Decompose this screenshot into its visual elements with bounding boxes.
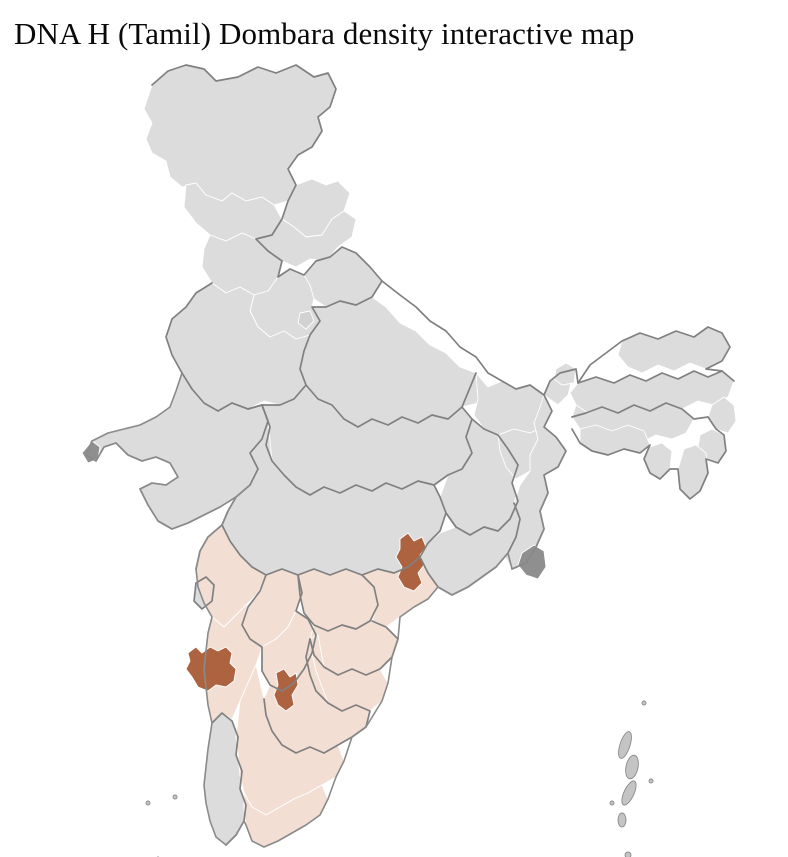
district-himachal[interactable]: [255, 210, 357, 268]
andaman-nicobar-islands: [609, 700, 654, 857]
no-data-regions: [81, 64, 737, 846]
island-car-nicobar[interactable]: [624, 851, 632, 857]
district-sikkim[interactable]: [553, 362, 577, 386]
india-choropleth-svg[interactable]: [0, 55, 788, 857]
border-telangana-ap: [297, 574, 379, 632]
island-middle-andaman[interactable]: [624, 754, 641, 780]
coastline: [85, 372, 549, 848]
border-ne-arunachal: [577, 326, 731, 384]
lakshadweep-islands: [145, 794, 178, 857]
border-north: [151, 64, 735, 396]
island-lakshadweep-2[interactable]: [172, 794, 178, 800]
border-mp-south: [261, 404, 473, 496]
island-narcondam[interactable]: [641, 700, 647, 706]
border-up-south: [299, 280, 477, 428]
border-goa: [193, 576, 215, 610]
high-district-belgaum[interactable]: [185, 646, 237, 692]
border-ap-south: [309, 620, 399, 676]
high-density-districts: [185, 532, 427, 712]
low-density-regions: [195, 524, 439, 848]
border-ne-inner: [571, 402, 727, 500]
island-barren[interactable]: [648, 778, 654, 784]
border-rajasthan: [165, 282, 307, 412]
page-title: DNA H (Tamil) Dombara density interactiv…: [14, 16, 635, 51]
coast-kutch: [85, 372, 251, 530]
island-andaman-tiny-1[interactable]: [609, 800, 615, 806]
high-district-salem[interactable]: [273, 668, 299, 712]
island-south-andaman[interactable]: [619, 779, 639, 807]
island-lakshadweep-1[interactable]: [145, 800, 151, 806]
island-north-andaman[interactable]: [616, 730, 634, 760]
interactive-map[interactable]: [0, 55, 788, 857]
border-maharashtra: [221, 524, 421, 576]
island-little-andaman[interactable]: [617, 812, 627, 828]
district-delhi[interactable]: [297, 310, 315, 330]
high-district-visakhapatnam[interactable]: [395, 532, 427, 592]
